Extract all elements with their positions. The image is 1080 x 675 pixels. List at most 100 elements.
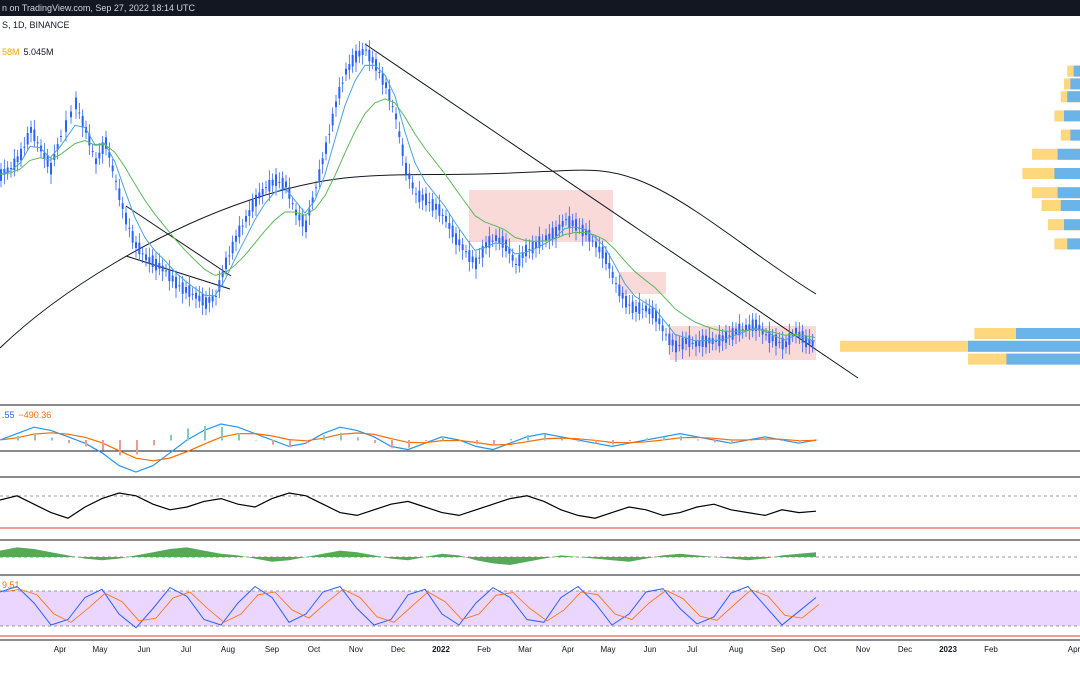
macd-histogram-bar: [578, 440, 580, 442]
candle-body: [385, 82, 387, 88]
macd-histogram-bar: [221, 426, 223, 441]
x-tick-label: Aug: [729, 645, 743, 654]
candle-body: [171, 275, 174, 282]
candle-body: [778, 341, 781, 343]
candle-body: [565, 219, 567, 221]
candle-body: [628, 304, 631, 306]
x-tick-label: Apr: [54, 645, 67, 654]
header-text: n on TradingView.com, Sep 27, 2022 18:14…: [2, 3, 195, 13]
candle-body: [395, 113, 397, 120]
vp-bar-up: [1016, 328, 1080, 339]
candle-body: [498, 237, 501, 244]
candle-body: [101, 142, 104, 154]
macd-histogram-bar: [510, 438, 512, 441]
candle-body: [225, 257, 227, 270]
candle-body: [705, 335, 707, 348]
x-tick-label: Nov: [856, 645, 870, 654]
candle-body: [435, 203, 437, 210]
candle-body: [678, 345, 681, 347]
candle-body: [241, 225, 244, 227]
candle-body: [501, 236, 504, 248]
candle-body: [408, 173, 411, 180]
candle-body: [648, 308, 651, 315]
candle-body: [26, 133, 29, 145]
macd-histogram-bar: [680, 435, 682, 441]
candle-body: [545, 235, 547, 241]
candle-body: [281, 177, 284, 190]
vp-bar-down: [1032, 187, 1080, 199]
candle-body: [781, 337, 784, 350]
vp-bar-up: [1064, 110, 1080, 122]
stoch-k-line: [0, 585, 817, 629]
candle-body: [641, 308, 644, 310]
candle-body: [265, 187, 267, 189]
x-tick-label: Apr: [562, 645, 575, 654]
candle-body: [808, 338, 811, 345]
candle-body: [405, 162, 407, 175]
candle-body: [448, 223, 451, 229]
candle-body: [465, 251, 467, 253]
macd-histogram-bar: [204, 426, 206, 441]
macd-histogram-bar: [714, 440, 716, 443]
x-tick-label: Jun: [138, 645, 151, 654]
candle-body: [485, 242, 487, 248]
macd-histogram-bar: [629, 440, 631, 441]
candle-body: [608, 262, 611, 269]
candle-body: [631, 301, 634, 314]
x-tick-label: Dec: [391, 645, 405, 654]
candle-body: [558, 224, 561, 231]
candle-body: [211, 295, 214, 302]
candle-body: [758, 324, 761, 331]
candle-body: [118, 188, 121, 200]
candle-body: [368, 49, 371, 62]
candle-body: [231, 241, 234, 254]
candle-body: [725, 331, 727, 343]
candle-body: [665, 334, 667, 336]
macd-histogram-bar: [170, 434, 172, 441]
candle-body: [488, 236, 491, 248]
x-tick-label: Feb: [477, 645, 491, 654]
candle-body: [111, 165, 114, 172]
candle-body: [70, 111, 72, 118]
candle-body: [605, 252, 607, 264]
candle-body: [205, 297, 207, 309]
macd-histogram-bar: [425, 440, 427, 442]
macd-histogram-bar: [255, 439, 257, 441]
candle-body: [401, 144, 404, 157]
vp-bar-down: [840, 340, 1080, 352]
candle-body: [491, 240, 494, 242]
candle-body: [328, 133, 331, 135]
vp-bar-down: [1032, 148, 1080, 160]
macd-histogram-bar: [17, 435, 19, 441]
candle-body: [671, 339, 674, 346]
candle-body: [681, 337, 684, 350]
candle-body: [575, 219, 577, 231]
volume-label-a: 58M: [2, 47, 20, 57]
candle-body: [248, 210, 251, 216]
candle-body: [785, 341, 787, 348]
candle-body: [538, 236, 541, 248]
candle-body: [261, 188, 264, 195]
candle-body: [768, 331, 771, 343]
candle-body: [581, 224, 584, 237]
candle-body: [0, 169, 2, 181]
x-tick-label: Aug: [221, 645, 235, 654]
candle-body: [461, 244, 464, 251]
candle-body: [645, 305, 647, 312]
candle-body: [511, 255, 514, 261]
candle-body: [298, 214, 301, 221]
x-tick-label: May: [92, 645, 107, 654]
macd-histogram-bar: [561, 438, 563, 441]
candle-body: [301, 214, 304, 227]
candle-body: [20, 148, 22, 161]
x-tick-label: Jul: [181, 645, 191, 654]
candle-body: [181, 282, 184, 294]
candle-body: [455, 233, 457, 245]
candle-body: [291, 203, 294, 205]
candle-body: [128, 227, 131, 229]
candle-body: [348, 64, 351, 70]
macd-histogram-bar: [493, 440, 495, 446]
candle-body: [275, 174, 277, 186]
candle-body: [3, 169, 6, 175]
